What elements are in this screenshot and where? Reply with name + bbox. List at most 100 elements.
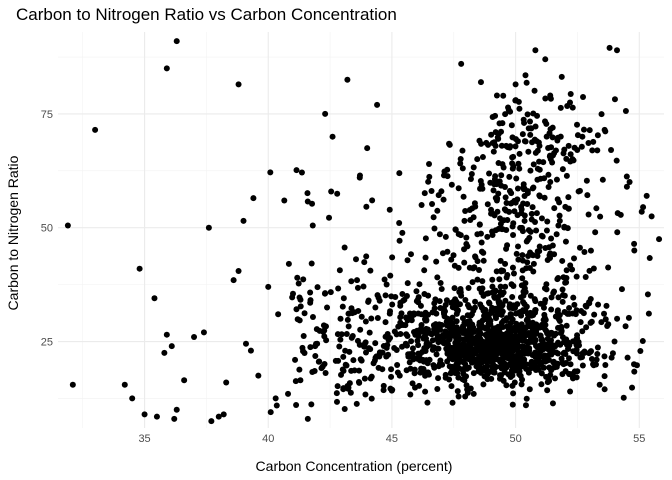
- data-point: [489, 365, 496, 372]
- data-point: [314, 340, 321, 347]
- data-point: [579, 328, 586, 335]
- data-point: [312, 352, 319, 359]
- data-point: [534, 248, 541, 255]
- x-tick-label: 45: [386, 433, 398, 445]
- data-point: [422, 315, 429, 322]
- data-point: [593, 356, 600, 363]
- data-point: [388, 293, 395, 300]
- data-point: [515, 243, 522, 250]
- data-point: [448, 256, 455, 263]
- data-point: [530, 312, 537, 319]
- y-tick-label: 75: [41, 109, 53, 121]
- data-point: [403, 342, 410, 349]
- data-point: [510, 153, 517, 160]
- data-point: [495, 331, 502, 338]
- data-point: [163, 331, 170, 338]
- data-point: [516, 368, 523, 375]
- data-point: [129, 395, 136, 402]
- data-point: [431, 305, 438, 312]
- data-point: [469, 346, 476, 353]
- data-point: [517, 294, 524, 301]
- data-point: [445, 330, 452, 337]
- data-point: [151, 295, 158, 302]
- data-point: [489, 232, 496, 239]
- data-point: [564, 102, 571, 109]
- data-point: [365, 345, 372, 352]
- data-point: [484, 201, 491, 208]
- data-point: [396, 237, 403, 244]
- data-point: [425, 178, 432, 185]
- data-point: [614, 47, 620, 54]
- data-point: [365, 298, 372, 305]
- data-point: [633, 362, 640, 369]
- data-point: [353, 256, 359, 263]
- data-point: [459, 147, 466, 154]
- data-point: [555, 222, 562, 229]
- data-point: [411, 329, 417, 336]
- data-point: [502, 194, 509, 201]
- data-point: [380, 387, 387, 394]
- data-point: [235, 267, 242, 274]
- data-point: [501, 367, 508, 374]
- data-point: [483, 139, 490, 146]
- data-point: [316, 327, 323, 334]
- data-point: [509, 353, 516, 360]
- data-point: [583, 324, 590, 331]
- x-tick-label: 40: [262, 433, 274, 445]
- data-point: [567, 91, 574, 98]
- data-point: [506, 301, 513, 308]
- data-point: [406, 359, 413, 366]
- data-point: [481, 352, 488, 359]
- data-point: [340, 353, 347, 360]
- data-point: [361, 343, 368, 350]
- data-point: [462, 296, 469, 303]
- data-point: [507, 108, 514, 115]
- data-point: [424, 399, 431, 406]
- data-point: [223, 379, 230, 386]
- data-point: [436, 298, 443, 305]
- data-point: [451, 262, 458, 269]
- data-point: [503, 274, 510, 281]
- data-point: [477, 79, 484, 86]
- data-point: [496, 276, 503, 283]
- data-point: [415, 342, 422, 349]
- data-point: [422, 372, 429, 379]
- data-point: [476, 267, 483, 274]
- data-point: [525, 339, 532, 346]
- data-point: [644, 291, 651, 298]
- data-point: [502, 111, 509, 118]
- data-point: [521, 350, 528, 357]
- data-point: [433, 310, 440, 317]
- data-point: [470, 390, 477, 397]
- data-point: [457, 289, 464, 296]
- data-point: [200, 329, 207, 336]
- data-point: [173, 406, 180, 413]
- data-point: [560, 150, 567, 157]
- data-point: [586, 267, 593, 274]
- data-point: [208, 418, 215, 425]
- data-point: [497, 220, 504, 227]
- data-point: [524, 111, 531, 118]
- data-point: [396, 220, 403, 227]
- data-point: [472, 253, 479, 260]
- data-point: [444, 315, 451, 322]
- data-point: [363, 253, 370, 260]
- data-point: [382, 319, 389, 326]
- data-point: [324, 304, 331, 311]
- data-point: [629, 384, 636, 391]
- data-point: [415, 294, 422, 301]
- data-point: [498, 226, 505, 233]
- data-point: [334, 190, 341, 197]
- data-point: [453, 366, 460, 373]
- data-point: [594, 344, 601, 351]
- data-point: [563, 172, 570, 179]
- data-point: [416, 281, 423, 288]
- data-point: [498, 268, 505, 275]
- data-point: [587, 247, 594, 254]
- data-point: [554, 307, 561, 314]
- data-point: [554, 350, 561, 357]
- data-point: [281, 197, 288, 204]
- data-point: [510, 390, 517, 397]
- data-point: [494, 208, 501, 215]
- data-point: [449, 356, 456, 363]
